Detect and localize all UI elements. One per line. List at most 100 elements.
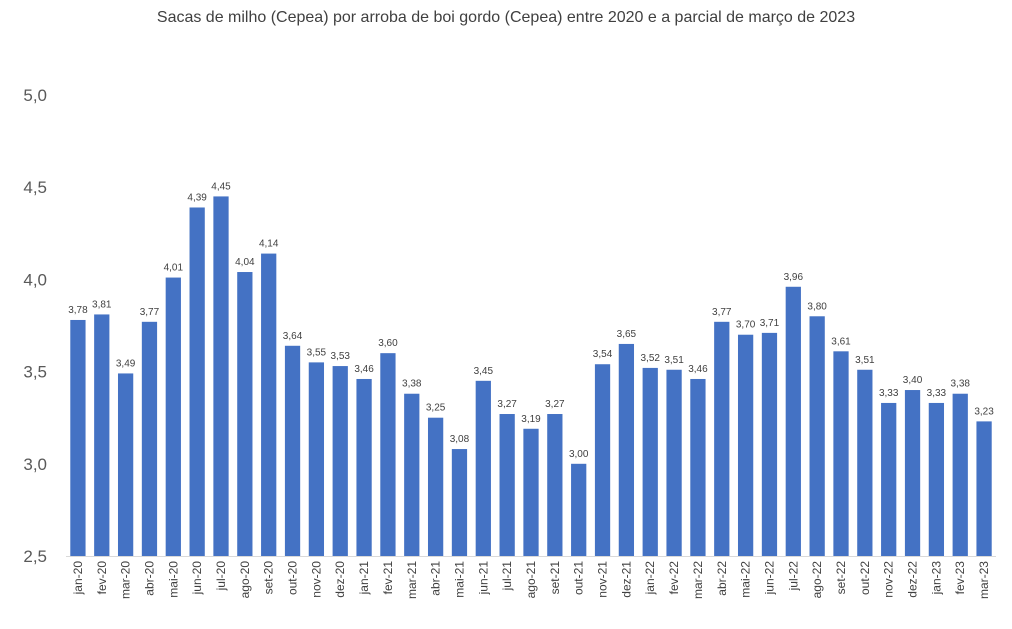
x-tick-label: jul-21: [500, 561, 514, 592]
data-label: 3,51: [664, 355, 684, 366]
x-tick-label: jan-23: [929, 561, 943, 596]
data-label: 3,38: [950, 379, 970, 390]
data-label: 3,96: [784, 272, 804, 283]
x-tick-label: dez-20: [333, 561, 347, 598]
bar: [881, 402, 897, 556]
x-tick-label: out-21: [572, 561, 586, 595]
data-label: 3,77: [140, 307, 160, 318]
x-tick-label: fev-22: [667, 561, 681, 595]
x-tick-label: set-21: [548, 561, 562, 595]
x-tick-label: jun-21: [476, 561, 490, 596]
bar: [785, 286, 801, 556]
data-label: 4,14: [259, 239, 279, 250]
data-label: 3,78: [68, 305, 88, 316]
data-label: 3,33: [879, 388, 899, 399]
data-label: 3,23: [974, 406, 994, 417]
data-label: 3,54: [593, 349, 613, 360]
data-label: 3,51: [855, 355, 875, 366]
data-label: 3,33: [927, 388, 947, 399]
bar: [833, 351, 849, 556]
x-tick-label: jan-22: [643, 561, 657, 596]
data-label: 3,71: [760, 318, 780, 329]
y-tick-label: 3,0: [23, 455, 47, 474]
x-tick-label: mar-20: [119, 561, 133, 599]
x-tick-label: nov-20: [309, 561, 323, 598]
bar: [189, 207, 205, 556]
bar: [284, 345, 301, 556]
bar: [904, 390, 921, 556]
data-label: 3,64: [283, 331, 303, 342]
bar: [261, 253, 277, 557]
data-label: 4,01: [164, 263, 184, 274]
x-tick-label: out-22: [858, 561, 872, 595]
data-label: 3,08: [450, 434, 470, 445]
x-tick-label: jul-22: [786, 561, 800, 592]
data-label: 3,77: [712, 307, 732, 318]
bar: [451, 449, 468, 556]
data-label: 3,25: [426, 403, 446, 414]
bar: [404, 393, 420, 556]
x-tick-label: mai-22: [739, 561, 753, 598]
x-tick-label: abr-20: [142, 561, 156, 596]
y-tick-label: 4,0: [23, 270, 47, 289]
bar: [523, 428, 539, 556]
bar: [308, 362, 325, 556]
x-tick-label: ago-21: [524, 561, 538, 599]
x-tick-label: jun-20: [190, 561, 204, 596]
bar: [714, 321, 730, 556]
bar: [737, 334, 754, 556]
x-tick-label: mar-21: [405, 561, 419, 599]
data-label: 3,27: [497, 399, 517, 410]
data-label: 3,55: [307, 347, 327, 358]
x-tick-label: mai-21: [452, 561, 466, 598]
y-tick-label: 4,5: [23, 178, 47, 197]
data-label: 3,80: [807, 301, 827, 312]
bar: [499, 414, 515, 556]
x-tick-label: jul-20: [214, 561, 228, 592]
x-tick-label: ago-22: [810, 561, 824, 599]
data-label: 3,27: [545, 399, 565, 410]
data-label: 3,61: [831, 336, 851, 347]
y-tick-label: 5,0: [23, 86, 47, 105]
bar: [976, 421, 992, 556]
x-tick-label: mar-22: [691, 561, 705, 599]
data-label: 3,49: [116, 358, 136, 369]
bar: [141, 321, 158, 556]
x-tick-label: mai-20: [166, 561, 180, 598]
bar: [475, 380, 491, 556]
bar: [928, 402, 945, 556]
x-tick-label: ago-20: [238, 561, 252, 599]
data-label: 4,39: [187, 192, 207, 203]
bar: [642, 367, 658, 556]
bar: [237, 272, 253, 556]
x-tick-label: abr-22: [715, 561, 729, 596]
x-tick-label: jan-21: [357, 561, 371, 596]
x-tick-label: out-20: [286, 561, 300, 595]
x-tick-label: jun-22: [762, 561, 776, 596]
bar: [594, 364, 611, 556]
x-tick-label: nov-22: [882, 561, 896, 598]
data-label: 3,00: [569, 449, 589, 460]
bar: [380, 353, 396, 556]
bar: [165, 277, 181, 556]
data-label: 3,45: [474, 366, 494, 377]
bar: [213, 196, 229, 557]
chart-title: Sacas de milho (Cepea) por arroba de boi…: [156, 9, 856, 26]
bar: [356, 378, 372, 556]
data-label: 3,52: [640, 353, 660, 364]
bar: [857, 369, 873, 556]
data-label: 3,81: [92, 299, 112, 310]
data-label: 3,60: [378, 338, 398, 349]
x-tick-label: dez-21: [619, 561, 633, 598]
x-tick-label: mar-23: [977, 561, 991, 599]
bar: [666, 369, 682, 556]
data-label: 3,19: [521, 414, 541, 425]
bar: [547, 414, 563, 556]
x-tick-label: nov-21: [596, 561, 610, 598]
data-label: 3,46: [688, 364, 708, 375]
data-label: 3,40: [903, 375, 923, 386]
x-tick-label: fev-21: [381, 561, 395, 595]
y-tick-label: 3,5: [23, 363, 47, 382]
